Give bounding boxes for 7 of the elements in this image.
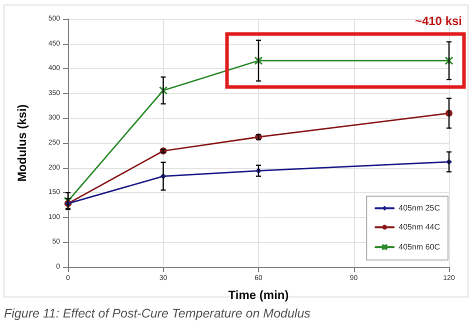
- x-axis-title: Time (min): [228, 288, 289, 302]
- y-axis-title: Modulus (ksi): [15, 104, 29, 182]
- legend-label: 405nm 44C: [398, 222, 440, 232]
- legend-label: 405nm 60C: [398, 242, 440, 252]
- legend-label: 405nm 25C: [398, 204, 440, 213]
- annotation: ~410 ksi: [414, 14, 462, 28]
- caption: Figure 11: Effect of Post-Cure Temperature on Modulus: [4, 306, 310, 320]
